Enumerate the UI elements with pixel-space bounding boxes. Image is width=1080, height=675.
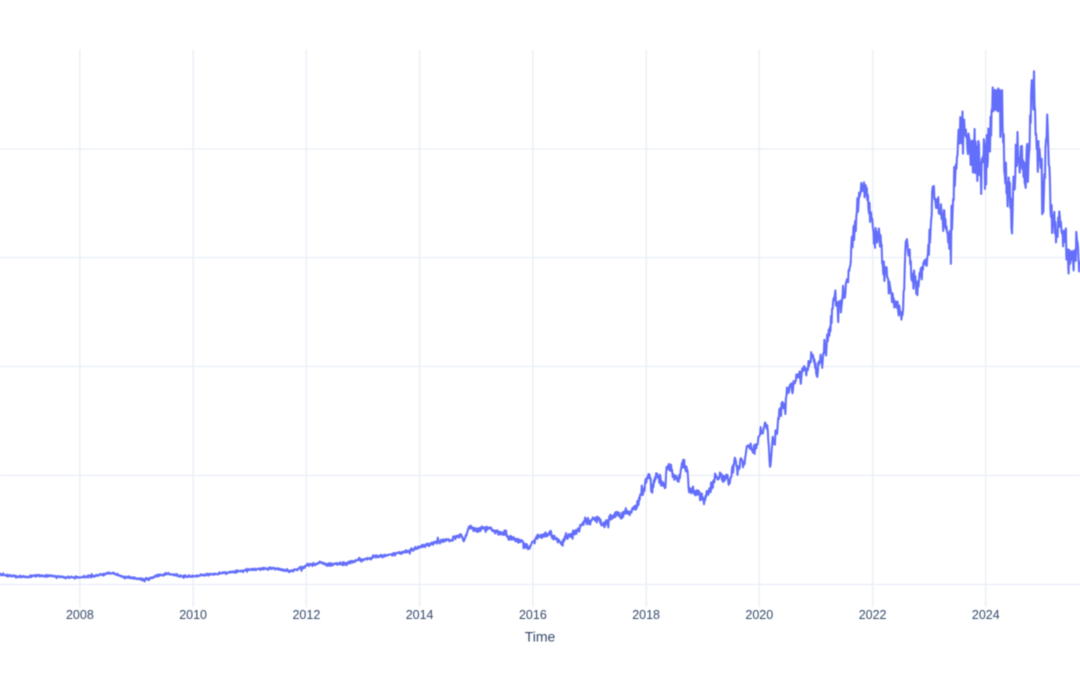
svg-text:2014: 2014	[406, 608, 434, 622]
svg-text:2008: 2008	[66, 608, 94, 622]
svg-text:2020: 2020	[745, 608, 773, 622]
svg-text:2022: 2022	[859, 608, 887, 622]
svg-text:2018: 2018	[632, 608, 660, 622]
svg-text:Time: Time	[525, 629, 556, 645]
svg-text:2016: 2016	[519, 608, 547, 622]
svg-text:2012: 2012	[292, 608, 320, 622]
svg-text:2010: 2010	[179, 608, 207, 622]
svg-text:2024: 2024	[972, 608, 1000, 622]
